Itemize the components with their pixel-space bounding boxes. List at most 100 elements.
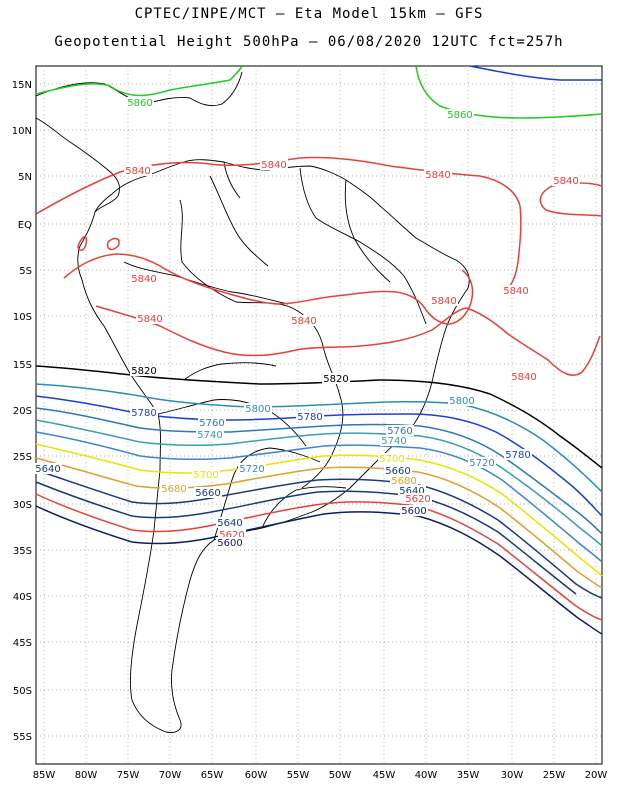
contour-label-bg [430, 295, 458, 306]
contour-label-bg [552, 175, 580, 186]
longitude-tick-label: 35W [457, 770, 480, 781]
longitude-tick-label: 20W [585, 770, 608, 781]
contour-label-bg [160, 483, 188, 494]
contour-value-label: 5620 [405, 494, 430, 505]
contour-value-label: 5860 [447, 110, 472, 121]
latitude-tick-label: 35S [13, 546, 32, 557]
contour-label-bg [398, 485, 426, 496]
latitude-tick-label: 10S [13, 312, 32, 323]
contour-value-label: 5800 [245, 404, 270, 415]
contour-value-label: 5600 [401, 506, 426, 517]
contour-value-label: 5700 [379, 454, 404, 465]
contour-value-label: 5740 [197, 430, 222, 441]
longitude-tick-label: 85W [33, 770, 56, 781]
contour-label-bg [218, 529, 246, 540]
contour-value-label: 5640 [217, 518, 242, 529]
map-title-line2: Geopotential Height 500hPa – 06/08/2020 … [54, 34, 564, 50]
longitude-tick-label: 70W [159, 770, 182, 781]
contour-label-bg [510, 371, 538, 382]
contour-value-label: 5840 [137, 314, 162, 325]
longitude-tick-label: 50W [329, 770, 352, 781]
contour-label-bg [244, 403, 272, 414]
contour-value-label: 5720 [239, 464, 264, 475]
contour-value-labels: 5860 5860 5840 5840 5840 5840 5840 5840 5840 5840… [34, 97, 580, 549]
coastlines [35, 71, 470, 733]
contour-value-label: 5680 [161, 484, 186, 495]
contour-label-bg [136, 313, 164, 324]
contour-value-label: 5720 [469, 458, 494, 469]
contour-label-bg [130, 273, 158, 284]
contour-label-bg [34, 463, 62, 474]
contour-value-label: 5620 [219, 530, 244, 541]
contour-label-bg [446, 109, 474, 120]
contour-label-bg [290, 315, 318, 326]
latitude-tick-label: 10N [12, 126, 32, 137]
longitude-tick-label: 30W [501, 770, 524, 781]
contour-value-label: 5840 [553, 176, 578, 187]
contour-value-label: 5760 [199, 418, 224, 429]
contour-label-bg [194, 487, 222, 498]
contour-label-bg [216, 537, 244, 548]
contour-label-bg [126, 97, 154, 108]
contour-label-bg [296, 411, 324, 422]
latitude-tick-label: 55S [13, 732, 32, 743]
longitude-tick-label: 25W [543, 770, 566, 781]
contour-value-label: 5740 [381, 436, 406, 447]
contour-label-bg [260, 159, 288, 170]
contour-value-label: 5780 [131, 408, 156, 419]
longitude-tick-label: 65W [201, 770, 224, 781]
contour-value-label: 5840 [291, 316, 316, 327]
contour-value-label: 5680 [391, 476, 416, 487]
contour-label-bg [196, 429, 224, 440]
latitude-tick-label: EQ [18, 220, 32, 231]
contour-value-label: 5700 [193, 470, 218, 481]
longitude-tick-label: 80W [75, 770, 98, 781]
longitude-labels: 85W 80W 75W 70W 65W 60W 55W 50W 45W 40W 35W 30W 25W 2… [33, 770, 608, 781]
contour-value-label: 5780 [297, 412, 322, 423]
contour-value-label: 5660 [385, 466, 410, 477]
contour-label-bg [384, 465, 412, 476]
contour-value-label: 5840 [125, 166, 150, 177]
latitude-tick-label: 45S [13, 638, 32, 649]
contour-label-bg [192, 469, 220, 480]
contour-value-label: 5840 [431, 296, 456, 307]
contour-label-bg [130, 365, 158, 376]
contour-value-label: 5820 [131, 366, 156, 377]
contour-value-label: 5840 [503, 286, 528, 297]
contour-label-bg [424, 169, 452, 180]
contour-label-bg [386, 425, 414, 436]
contour-value-label: 5840 [131, 274, 156, 285]
map-title-line1: CPTEC/INPE/MCT – Eta Model 15km – GFS [134, 6, 484, 22]
contour-value-label: 5640 [35, 464, 60, 475]
contour-label-bg [448, 395, 476, 406]
latitude-tick-label: 15N [12, 80, 32, 91]
latitude-tick-label: 30S [13, 500, 32, 511]
latitude-tick-label: 25S [13, 452, 32, 463]
longitude-tick-label: 75W [117, 770, 140, 781]
contour-value-label: 5600 [217, 538, 242, 549]
contour-value-label: 5660 [195, 488, 220, 499]
contour-value-label: 5800 [449, 396, 474, 407]
contour-label-bg [216, 517, 244, 528]
contour-label-bg [322, 373, 350, 384]
longitude-tick-label: 40W [415, 770, 438, 781]
contour-label-bg [124, 165, 152, 176]
latitude-tick-label: 20S [13, 406, 32, 417]
contour-value-label: 5860 [127, 98, 152, 109]
contour-label-bg [238, 463, 266, 474]
longitude-tick-label: 55W [287, 770, 310, 781]
contour-label-bg [502, 285, 530, 296]
contour-value-label: 5840 [511, 372, 536, 383]
contour-value-label: 5760 [387, 426, 412, 437]
latitude-labels: 15N 10N 5N EQ 5S 10S 15S 20S 25S 30S 35S 40S 45S 50S 5… [12, 80, 32, 743]
contour-label-bg [404, 493, 432, 504]
contour-label-bg [400, 505, 428, 516]
latitude-tick-label: 5S [19, 266, 32, 277]
contour-value-label: 5640 [399, 486, 424, 497]
latitude-tick-label: 40S [13, 592, 32, 603]
contour-label-bg [380, 435, 408, 446]
contour-label-bg [130, 407, 158, 418]
contour-label-bg [198, 417, 226, 428]
contour-value-label: 5780 [505, 450, 530, 461]
contour-label-bg [390, 475, 418, 486]
